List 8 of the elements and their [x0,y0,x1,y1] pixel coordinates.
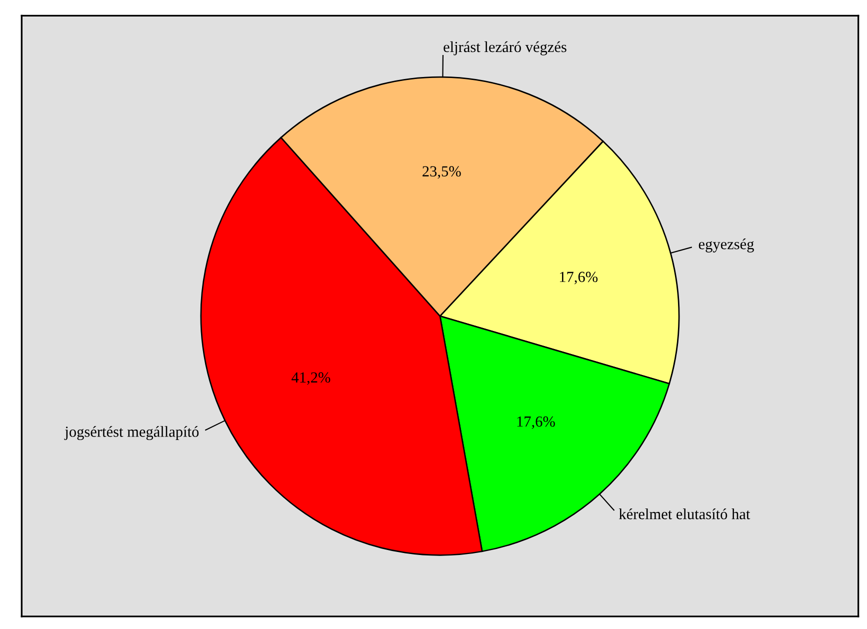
data-label: 23,5% [422,166,461,179]
slice-label: kérelmet elutasító hat [618,508,750,520]
slice-label: egyezség [698,238,754,252]
data-label: 17,6% [517,416,555,429]
slice-label: jogsértést megállapító [64,426,199,440]
data-label: 17,6% [560,272,598,284]
slice-label: eljrást lezáró végzés [444,41,566,56]
data-label: 41,2% [292,372,330,385]
